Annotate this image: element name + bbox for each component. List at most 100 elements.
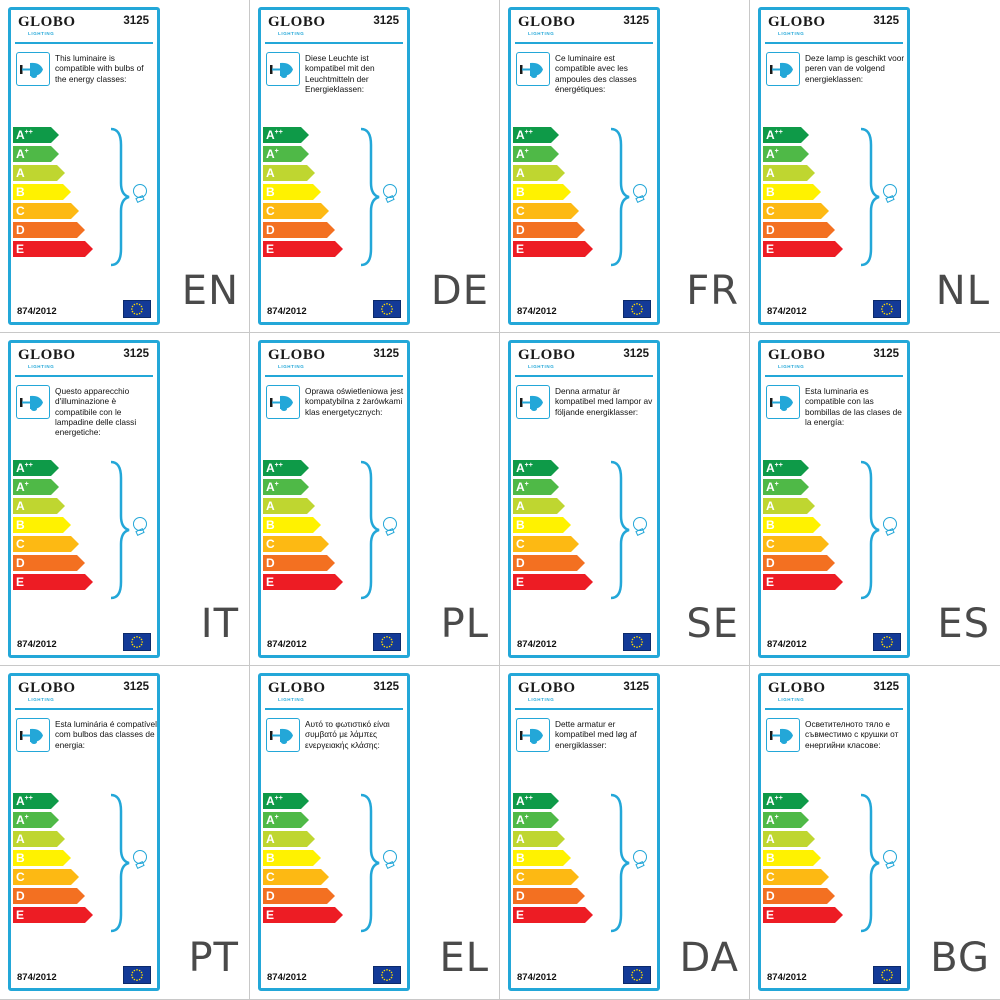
energy-class-arrow: E (763, 907, 843, 923)
energy-class-arrow: A ++ (513, 127, 559, 143)
energy-class-arrow: D (763, 888, 835, 904)
energy-class-letter: E (516, 242, 525, 256)
energy-class-letter: D (266, 223, 275, 237)
energy-class-letter: E (266, 575, 275, 589)
label-cell-it: GLOBO LIGHTING 3125 Questo apparecchio d… (0, 333, 250, 666)
energy-class-arrow: B (513, 850, 571, 866)
eu-star (891, 641, 893, 643)
energy-class-plus: ++ (524, 461, 533, 469)
energy-class-arrow: B (763, 850, 821, 866)
energy-class-arrow: A (263, 831, 315, 847)
energy-class-arrow: A + (513, 146, 559, 162)
brand-logo: GLOBO (768, 347, 826, 363)
energy-class-letter: A (766, 499, 775, 513)
eu-flag-icon (123, 633, 151, 651)
eu-star (386, 636, 388, 638)
eu-star (391, 974, 393, 976)
energy-class-arrow: C (263, 869, 329, 885)
energy-class-letter: A (16, 499, 25, 513)
energy-class-arrow: C (13, 536, 79, 552)
energy-class-scale: A ++ A + A B C D E (513, 460, 603, 600)
energy-class-letter: A (16, 128, 25, 142)
energy-class-letter: A (266, 480, 275, 494)
energy-class-arrow: A ++ (763, 793, 809, 809)
energy-class-arrow: E (13, 907, 93, 923)
eu-star (386, 979, 388, 981)
energy-class-plus: ++ (24, 128, 33, 136)
energy-class-letter: A (516, 499, 525, 513)
energy-class-arrow: E (263, 907, 343, 923)
energy-class-arrow: A ++ (263, 460, 309, 476)
energy-class-letter: A (16, 832, 25, 846)
energy-class-scale: A ++ A + A B C D E (13, 127, 103, 267)
energy-class-plus: + (274, 813, 279, 821)
energy-class-letter: E (766, 242, 775, 256)
energy-class-letter: B (766, 185, 775, 199)
eu-star (636, 313, 638, 315)
regulation-number: 874/2012 (17, 972, 57, 983)
energy-class-letter: D (516, 556, 525, 570)
compatibility-text: Deze lamp is geschikt voor peren van de … (805, 53, 905, 84)
energy-class-letter: C (16, 537, 25, 551)
energy-class-scale: A ++ A + A B C D E (263, 460, 353, 600)
energy-class-plus: ++ (774, 128, 783, 136)
eu-star (140, 310, 143, 313)
energy-class-scale: A ++ A + A B C D E (263, 127, 353, 267)
eu-star (136, 636, 138, 638)
eu-flag-icon (123, 300, 151, 318)
header-divider (265, 708, 403, 710)
energy-label-card: GLOBO LIGHTING 3125 Deze lamp is geschik… (758, 7, 910, 325)
energy-class-letter: A (766, 166, 775, 180)
energy-label-card: GLOBO LIGHTING 3125 Dette armatur er kom… (508, 673, 660, 991)
eu-star (641, 308, 643, 310)
eu-star (386, 646, 388, 648)
eu-star (883, 978, 886, 981)
eu-star (633, 303, 636, 306)
energy-class-arrow: E (263, 574, 343, 590)
eu-star (881, 641, 883, 643)
eu-star (640, 643, 643, 646)
eu-star (886, 646, 888, 648)
eu-star (390, 971, 393, 974)
eu-star (631, 641, 633, 643)
energy-class-arrow: A (763, 498, 815, 514)
compatibility-text: Dette armatur er kompatibel med løg af e… (555, 719, 637, 750)
energy-class-letter: E (766, 908, 775, 922)
energy-class-letter: D (766, 556, 775, 570)
eu-star (136, 313, 138, 315)
label-cell-el: GLOBO LIGHTING 3125 Αυτό το φωτιστικό εί… (250, 666, 500, 1000)
eu-star (388, 645, 391, 648)
eu-star (890, 310, 893, 313)
energy-class-letter: A (16, 166, 25, 180)
eu-star (890, 643, 893, 646)
energy-class-letter: C (266, 870, 275, 884)
energy-class-letter: C (266, 537, 275, 551)
energy-class-plus: + (274, 147, 279, 155)
bulb-brace-icon (360, 460, 397, 600)
energy-class-letter: D (16, 889, 25, 903)
brand-subtitle: LIGHTING (278, 364, 305, 369)
energy-class-arrow: C (763, 536, 829, 552)
energy-class-plus: + (274, 480, 279, 488)
eu-star (638, 978, 641, 981)
luminaire-icon (516, 385, 550, 419)
eu-star (138, 636, 141, 639)
energy-class-arrow: D (263, 222, 335, 238)
eu-flag-icon (623, 300, 651, 318)
model-number: 3125 (873, 15, 899, 27)
eu-star (888, 303, 891, 306)
energy-class-plus: + (24, 480, 29, 488)
energy-class-arrow: A + (263, 146, 309, 162)
eu-star (638, 303, 641, 306)
brand-subtitle: LIGHTING (278, 697, 305, 702)
language-code: EL (439, 935, 489, 981)
luminaire-icon (16, 52, 50, 86)
energy-class-plus: + (524, 147, 529, 155)
brand-subtitle: LIGHTING (28, 31, 55, 36)
eu-flag-icon (373, 633, 401, 651)
energy-class-arrow: E (513, 574, 593, 590)
energy-class-letter: B (266, 851, 275, 865)
energy-class-arrow: C (263, 536, 329, 552)
eu-flag-icon (873, 966, 901, 984)
